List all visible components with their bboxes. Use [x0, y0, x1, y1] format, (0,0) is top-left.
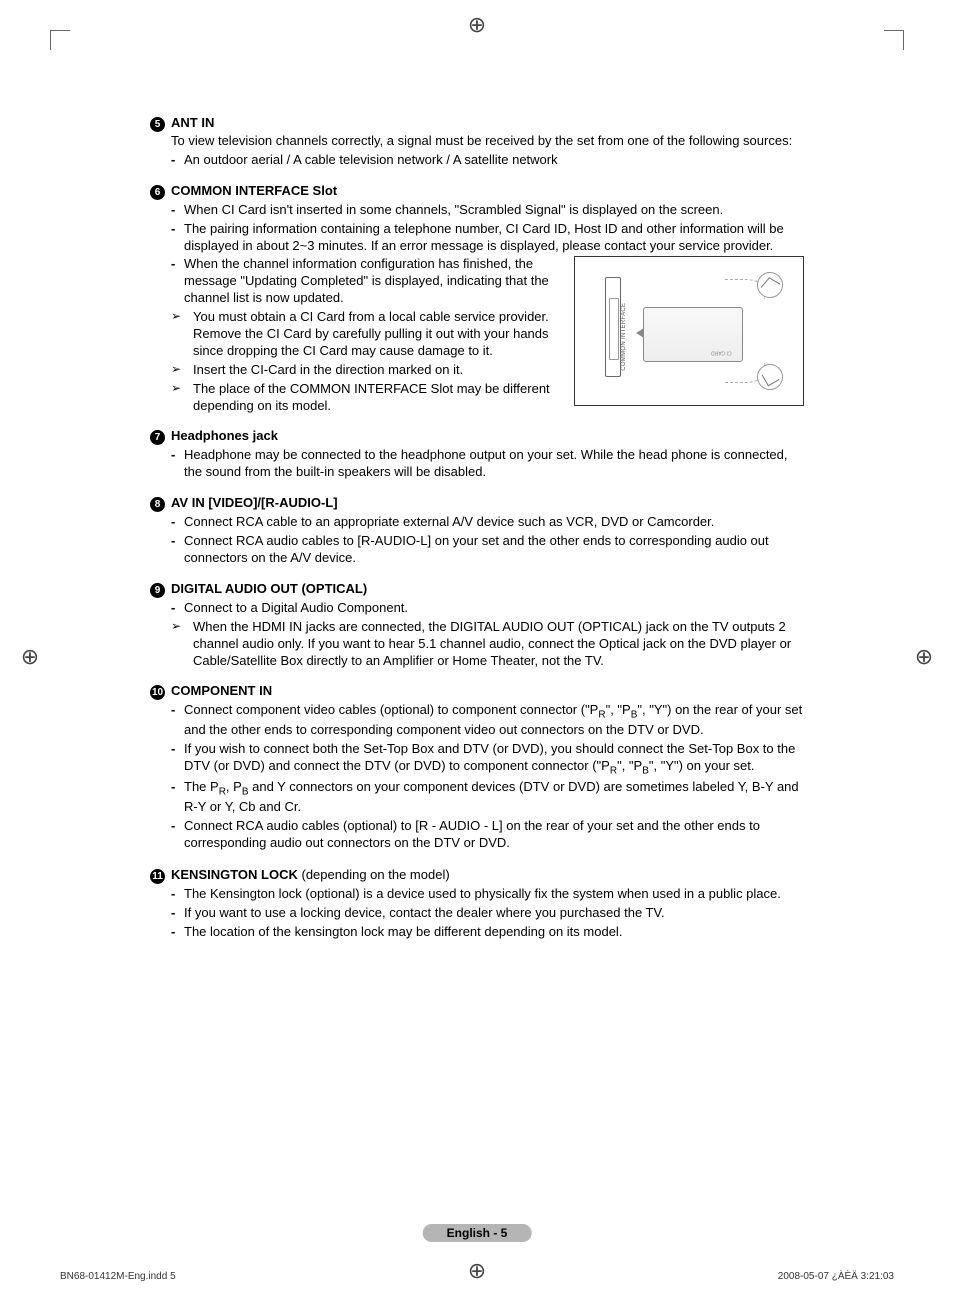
title-component-in: COMPONENT IN: [171, 683, 272, 698]
bullet-5: 5: [150, 117, 165, 132]
section-digital-audio: 9 DIGITAL AUDIO OUT (OPTICAL) -Connect t…: [150, 581, 804, 670]
footer: BN68-01412M-Eng.indd 5 2008-05-07 ¿ÀÈÄ 3…: [60, 1271, 894, 1282]
item: When CI Card isn't inserted in some chan…: [184, 202, 804, 219]
item: Connect RCA audio cables to [R-AUDIO-L] …: [184, 533, 804, 567]
intro-ant-in: To view television channels correctly, a…: [171, 133, 804, 150]
section-headphones: 7 Headphones jack -Headphone may be conn…: [150, 428, 804, 481]
arrow-item: The place of the COMMON INTERFACE Slot m…: [193, 381, 562, 415]
bullet-10: 10: [150, 685, 165, 700]
arrow-item: When the HDMI IN jacks are connected, th…: [193, 619, 804, 670]
diagram-hand-icon: [757, 364, 783, 390]
diagram-slot-label: COMMON INTERFACE: [621, 303, 629, 371]
bullet-9: 9: [150, 583, 165, 598]
diagram-card: CI CARD: [643, 307, 743, 362]
item: The Kensington lock (optional) is a devi…: [184, 886, 804, 903]
item: The pairing information containing a tel…: [184, 221, 804, 255]
diagram-hand-icon: [757, 272, 783, 298]
item: Connect RCA cable to an appropriate exte…: [184, 514, 804, 531]
arrow-item: You must obtain a CI Card from a local c…: [193, 309, 562, 360]
arrow-item: Insert the CI-Card in the direction mark…: [193, 362, 562, 379]
page-content: 5 ANT IN To view television channels cor…: [0, 0, 954, 1014]
arrow-icon: ➢: [171, 362, 185, 379]
item: Connect RCA audio cables (optional) to […: [184, 818, 804, 852]
title-ant-in: ANT IN: [171, 115, 214, 130]
bullet-6: 6: [150, 185, 165, 200]
diagram-card-label: CI CARD: [711, 349, 732, 356]
diagram-slot: [605, 277, 621, 377]
item: Connect to a Digital Audio Component.: [184, 600, 804, 617]
arrow-icon: ➢: [171, 381, 185, 415]
footer-left: BN68-01412M-Eng.indd 5: [60, 1271, 176, 1282]
item: The location of the kensington lock may …: [184, 924, 804, 941]
item: If you want to use a locking device, con…: [184, 905, 804, 922]
footer-right: 2008-05-07 ¿ÀÈÄ 3:21:03: [778, 1271, 894, 1282]
title-av-in: AV IN [VIDEO]/[R-AUDIO-L]: [171, 495, 338, 510]
title-suffix: (depending on the model): [298, 867, 450, 882]
title-headphones: Headphones jack: [171, 428, 278, 443]
item: The PR, PB and Y connectors on your comp…: [184, 779, 804, 815]
arrow-icon: ➢: [171, 619, 185, 670]
section-av-in: 8 AV IN [VIDEO]/[R-AUDIO-L] -Connect RCA…: [150, 495, 804, 567]
arrow-icon: ➢: [171, 309, 185, 360]
title-digital-audio: DIGITAL AUDIO OUT (OPTICAL): [171, 581, 367, 596]
bullet-8: 8: [150, 497, 165, 512]
ci-card-diagram: COMMON INTERFACE CI CARD: [574, 256, 804, 406]
section-kensington: 11 KENSINGTON LOCK (depending on the mod…: [150, 866, 804, 941]
title-common-interface: COMMON INTERFACE Slot: [171, 183, 337, 198]
section-component-in: 10 COMPONENT IN -Connect component video…: [150, 683, 804, 851]
title-kensington: KENSINGTON LOCK: [171, 867, 298, 882]
item: Headphone may be connected to the headph…: [184, 447, 804, 481]
bullet-7: 7: [150, 430, 165, 445]
bullet-11: 11: [150, 869, 165, 884]
item: An outdoor aerial / A cable television n…: [184, 152, 804, 169]
section-common-interface: 6 COMMON INTERFACE Slot -When CI Card is…: [150, 183, 804, 415]
item: Connect component video cables (optional…: [184, 702, 804, 738]
page-number: English - 5: [423, 1224, 532, 1242]
item: If you wish to connect both the Set-Top …: [184, 741, 804, 777]
item: When the channel information configurati…: [184, 256, 562, 307]
section-ant-in: 5 ANT IN To view television channels cor…: [150, 115, 804, 169]
